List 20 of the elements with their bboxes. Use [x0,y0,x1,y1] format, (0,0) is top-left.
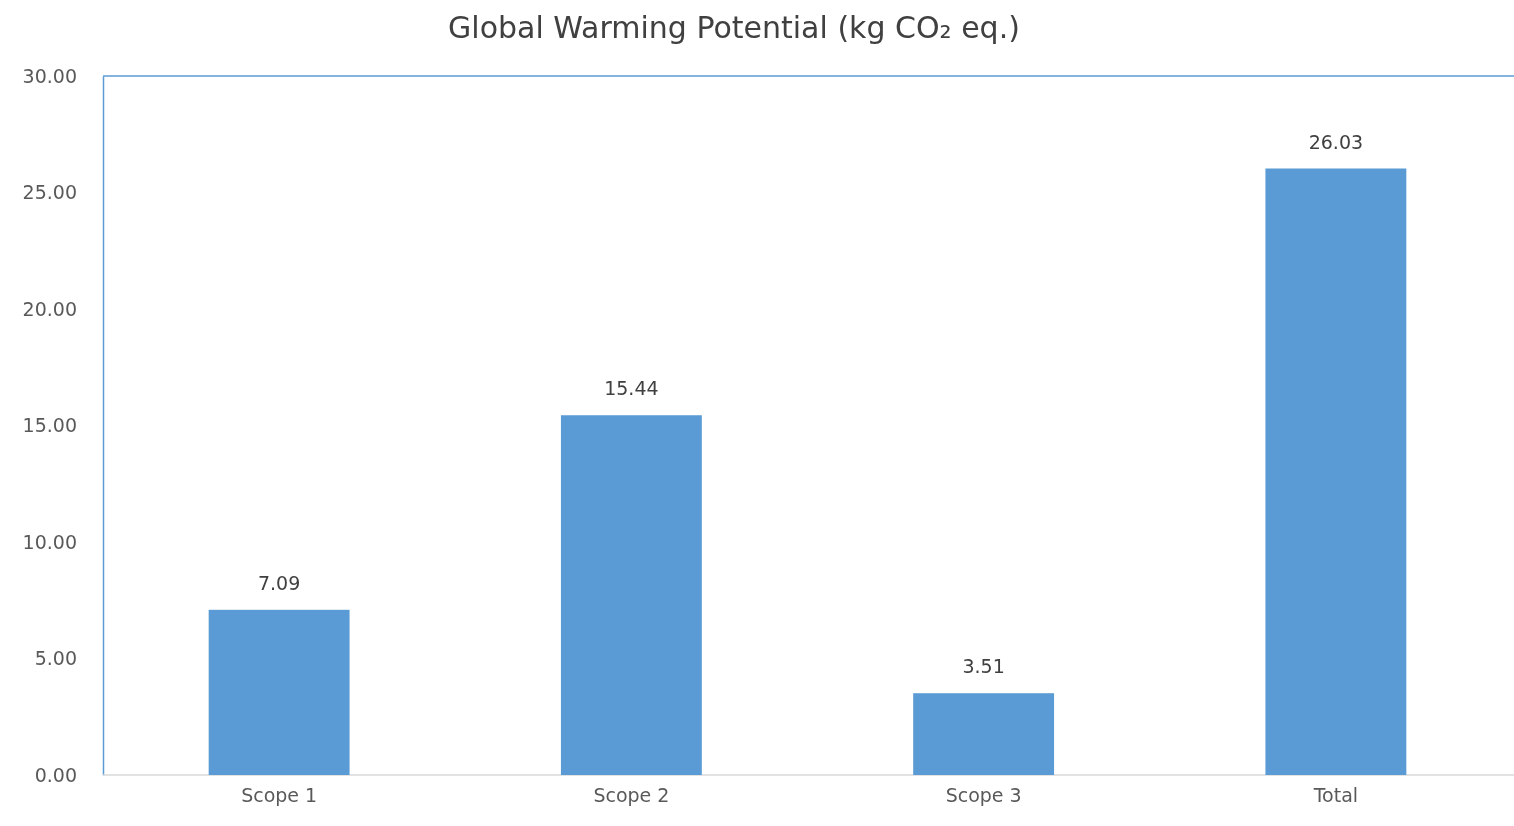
bar [560,415,702,775]
y-tick-label: 20.00 [22,297,77,320]
y-tick-label: 5.00 [34,647,77,670]
data-label: 15.44 [604,377,659,400]
data-label: 26.03 [1308,130,1364,153]
bar [913,693,1055,775]
x-tick-label: Total [1312,784,1359,807]
y-tick-label: 10.00 [22,530,77,553]
y-tick-label: 15.00 [22,414,77,437]
data-label: 3.51 [962,655,1005,678]
y-tick-label: 0.00 [34,763,77,786]
y-tick-label: 30.00 [22,64,77,87]
bar [208,609,350,775]
data-label: 7.09 [257,571,301,594]
x-tick-label: Scope 1 [241,784,318,807]
bar [1265,168,1407,775]
x-tick-label: Scope 2 [593,784,670,807]
y-tick-label: 25.00 [22,181,77,204]
chart-title: Global Warming Potential (kg CO₂ eq.) [448,10,1020,45]
x-tick-label: Scope 3 [945,784,1022,807]
